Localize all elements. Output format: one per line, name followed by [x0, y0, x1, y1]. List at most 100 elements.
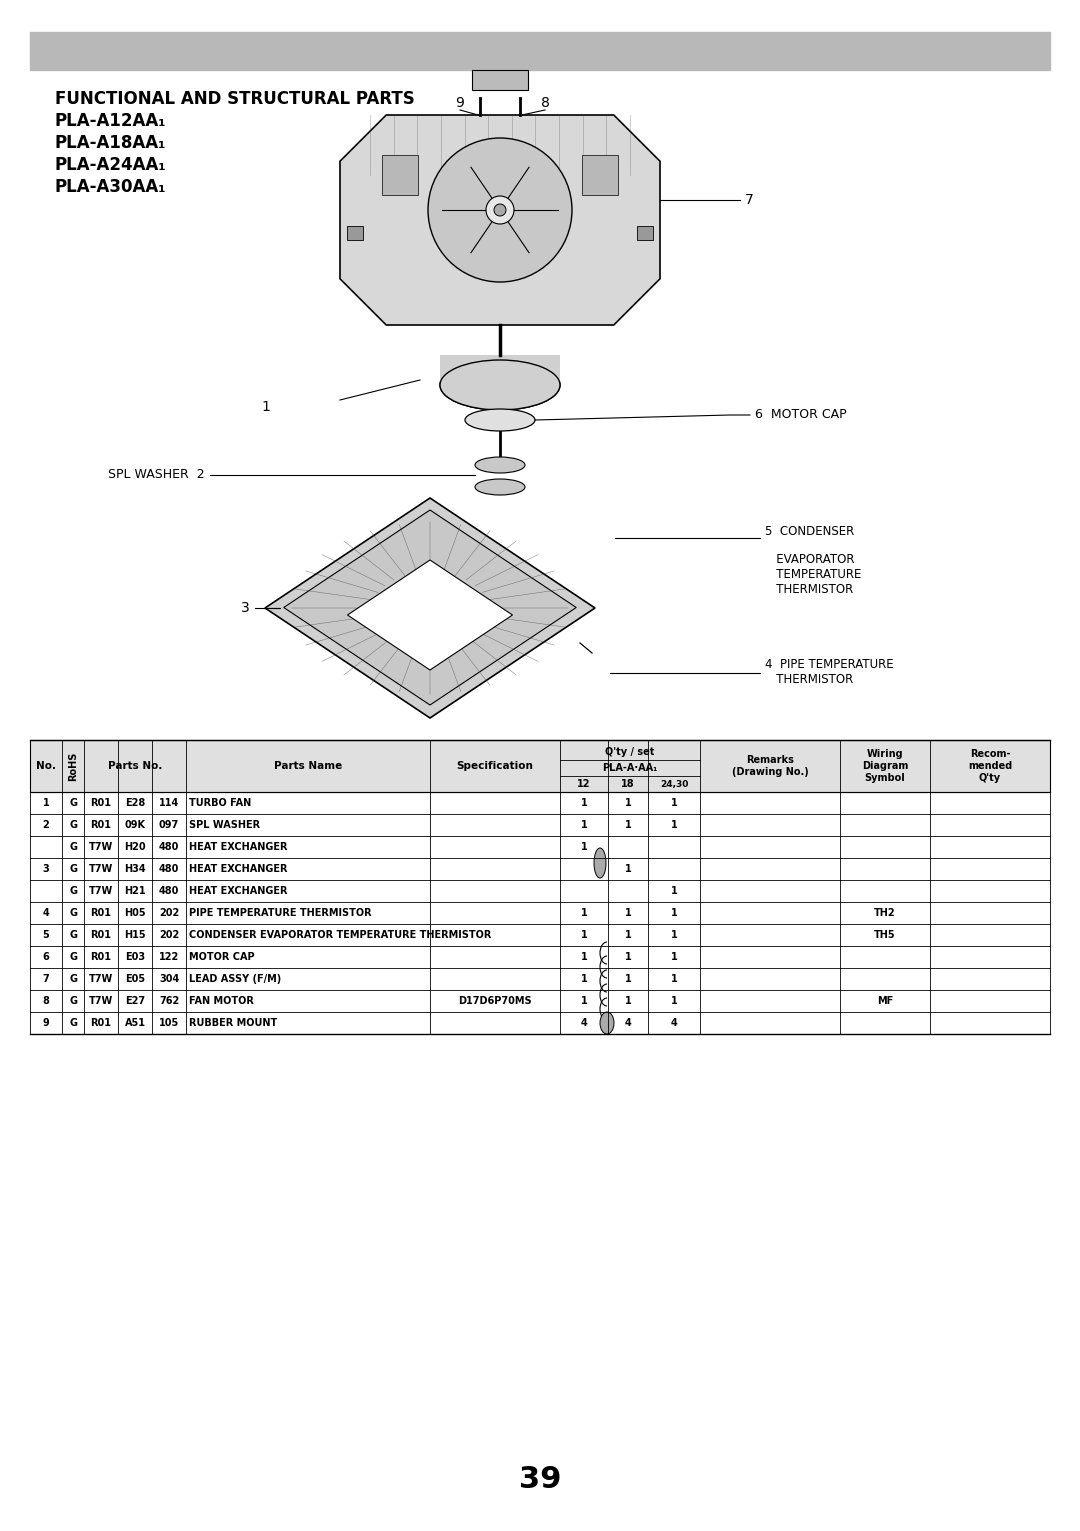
- Text: PLA-A12AA₁: PLA-A12AA₁: [55, 112, 166, 130]
- Ellipse shape: [440, 360, 561, 410]
- Text: G: G: [69, 908, 77, 919]
- Text: 4: 4: [42, 908, 50, 919]
- Text: 9: 9: [456, 96, 464, 110]
- Bar: [582, 155, 618, 194]
- Text: H34: H34: [124, 863, 146, 874]
- Text: 1: 1: [671, 929, 677, 940]
- Text: Recom-
mended
Q'ty: Recom- mended Q'ty: [968, 749, 1012, 782]
- Text: 1: 1: [671, 821, 677, 830]
- Text: G: G: [69, 952, 77, 961]
- Circle shape: [486, 196, 514, 224]
- Text: H20: H20: [124, 842, 146, 851]
- Text: 09K: 09K: [124, 821, 146, 830]
- Text: 1: 1: [581, 974, 588, 984]
- Text: D17D6P70MS: D17D6P70MS: [458, 997, 531, 1006]
- Polygon shape: [265, 498, 595, 718]
- Text: 18: 18: [621, 779, 635, 788]
- Text: TH5: TH5: [874, 929, 895, 940]
- Text: Remarks
(Drawing No.): Remarks (Drawing No.): [731, 755, 808, 776]
- Text: 4  PIPE TEMPERATURE
   THERMISTOR: 4 PIPE TEMPERATURE THERMISTOR: [765, 658, 893, 686]
- Text: G: G: [69, 886, 77, 896]
- Text: E27: E27: [125, 997, 145, 1006]
- Bar: [30, 814, 1050, 836]
- Text: R01: R01: [91, 798, 111, 808]
- Text: 4: 4: [671, 1018, 677, 1027]
- Ellipse shape: [594, 848, 606, 877]
- Text: 1: 1: [624, 952, 632, 961]
- Text: No.: No.: [36, 761, 56, 772]
- Text: 1: 1: [624, 821, 632, 830]
- Text: LEAD ASSY (F/M): LEAD ASSY (F/M): [189, 974, 281, 984]
- Text: SPL WASHER  2: SPL WASHER 2: [108, 468, 205, 482]
- Text: 9: 9: [42, 1018, 50, 1027]
- Text: H15: H15: [124, 929, 146, 940]
- Text: HEAT EXCHANGER: HEAT EXCHANGER: [189, 842, 287, 851]
- Text: HEAT EXCHANGER: HEAT EXCHANGER: [189, 886, 287, 896]
- Text: 3: 3: [42, 863, 50, 874]
- Text: Parts No.: Parts No.: [108, 761, 162, 772]
- Text: H21: H21: [124, 886, 146, 896]
- Text: EVAPORATOR
   TEMPERATURE
   THERMISTOR: EVAPORATOR TEMPERATURE THERMISTOR: [765, 537, 862, 596]
- Text: T7W: T7W: [89, 886, 113, 896]
- Text: PLA-A24AA₁: PLA-A24AA₁: [55, 156, 166, 175]
- Text: 1: 1: [624, 908, 632, 919]
- Text: R01: R01: [91, 952, 111, 961]
- Text: PLA-A18AA₁: PLA-A18AA₁: [55, 135, 166, 152]
- Text: A51: A51: [124, 1018, 146, 1027]
- Polygon shape: [284, 510, 577, 704]
- Bar: [30, 32, 1050, 70]
- Text: Parts Name: Parts Name: [274, 761, 342, 772]
- Text: PIPE TEMPERATURE THERMISTOR: PIPE TEMPERATURE THERMISTOR: [189, 908, 372, 919]
- Bar: [30, 991, 1050, 1012]
- Text: 1: 1: [581, 929, 588, 940]
- Text: 6: 6: [42, 952, 50, 961]
- Ellipse shape: [475, 479, 525, 495]
- Text: 1: 1: [581, 952, 588, 961]
- Text: H05: H05: [124, 908, 146, 919]
- Text: E28: E28: [125, 798, 145, 808]
- Text: R01: R01: [91, 929, 111, 940]
- Bar: [30, 1012, 1050, 1033]
- Text: 480: 480: [159, 842, 179, 851]
- Text: G: G: [69, 863, 77, 874]
- Text: 1: 1: [624, 929, 632, 940]
- Text: 1: 1: [581, 997, 588, 1006]
- Bar: [30, 946, 1050, 968]
- Text: 7: 7: [745, 193, 754, 207]
- Text: 122: 122: [159, 952, 179, 961]
- Bar: [30, 836, 1050, 857]
- Text: RUBBER MOUNT: RUBBER MOUNT: [189, 1018, 278, 1027]
- Bar: [637, 227, 653, 240]
- Text: 202: 202: [159, 929, 179, 940]
- Text: R01: R01: [91, 821, 111, 830]
- Text: CONDENSER EVAPORATOR TEMPERATURE THERMISTOR: CONDENSER EVAPORATOR TEMPERATURE THERMIS…: [189, 929, 491, 940]
- Text: G: G: [69, 842, 77, 851]
- Text: RoHS: RoHS: [68, 752, 78, 781]
- Text: G: G: [69, 1018, 77, 1027]
- Text: 480: 480: [159, 886, 179, 896]
- Text: 8: 8: [42, 997, 50, 1006]
- Text: PLA-A30AA₁: PLA-A30AA₁: [55, 178, 166, 196]
- Text: T7W: T7W: [89, 974, 113, 984]
- Text: 1: 1: [671, 952, 677, 961]
- Text: 3: 3: [241, 602, 249, 615]
- Text: R01: R01: [91, 908, 111, 919]
- Text: 1: 1: [624, 863, 632, 874]
- Ellipse shape: [465, 409, 535, 432]
- Text: G: G: [69, 798, 77, 808]
- Text: FUNCTIONAL AND STRUCTURAL PARTS: FUNCTIONAL AND STRUCTURAL PARTS: [55, 90, 415, 109]
- Text: 12: 12: [577, 779, 591, 788]
- Text: G: G: [69, 929, 77, 940]
- Ellipse shape: [440, 360, 561, 410]
- Text: Q'ty / set: Q'ty / set: [605, 747, 654, 756]
- Text: TH2: TH2: [874, 908, 895, 919]
- Text: T7W: T7W: [89, 863, 113, 874]
- Text: G: G: [69, 821, 77, 830]
- Text: 1: 1: [671, 974, 677, 984]
- Bar: [382, 155, 418, 194]
- Bar: [347, 227, 363, 240]
- Text: 762: 762: [159, 997, 179, 1006]
- Text: E03: E03: [125, 952, 145, 961]
- Text: T7W: T7W: [89, 997, 113, 1006]
- Text: 4: 4: [581, 1018, 588, 1027]
